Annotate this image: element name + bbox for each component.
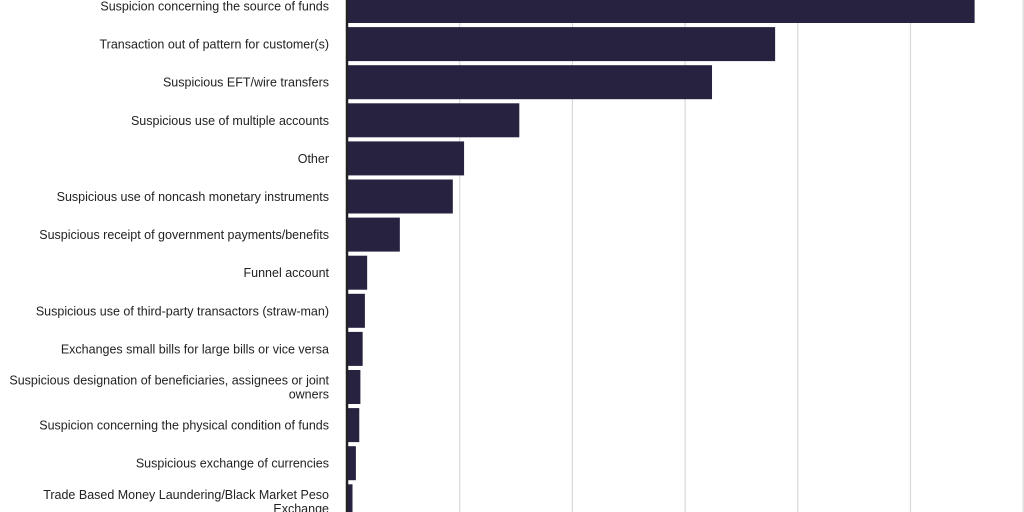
category-label-6: Suspicious receipt of government payment… — [39, 228, 329, 242]
category-label-line: Trade Based Money Laundering/Black Marke… — [43, 488, 329, 502]
bar-8 — [348, 293, 365, 328]
category-label-8: Suspicious use of third-party transactor… — [36, 304, 329, 318]
bar-2 — [348, 65, 713, 100]
bar-0 — [348, 0, 975, 23]
category-label-line: Suspicious use of multiple accounts — [131, 114, 329, 128]
bar-6 — [348, 217, 400, 252]
category-label-line: Suspicious exchange of currencies — [136, 457, 329, 471]
category-label-line: Suspicious use of third-party transactor… — [36, 304, 329, 318]
category-label-0: Suspicion concerning the source of funds — [100, 0, 329, 14]
bar-12 — [348, 446, 356, 481]
bar-1 — [348, 27, 776, 62]
category-label-10: Suspicious designation of beneficiaries,… — [9, 374, 329, 402]
category-labels: Suspicion concerning the source of funds… — [9, 0, 329, 512]
category-label-line: Suspicious receipt of government payment… — [39, 228, 329, 242]
category-label-line: Exchanges small bills for large bills or… — [61, 342, 329, 356]
category-label-line: Suspicion concerning the physical condit… — [39, 419, 329, 433]
category-label-line: Funnel account — [244, 266, 330, 280]
bar-3 — [348, 103, 520, 138]
category-label-line: Exchange — [273, 502, 329, 512]
category-label-5: Suspicious use of noncash monetary instr… — [57, 190, 329, 204]
bar-11 — [348, 408, 360, 443]
category-label-4: Other — [298, 152, 329, 166]
category-label-line: Suspicious EFT/wire transfers — [163, 76, 329, 90]
category-label-13: Trade Based Money Laundering/Black Marke… — [43, 488, 329, 512]
bars — [348, 0, 975, 512]
bar-4 — [348, 141, 465, 176]
category-label-9: Exchanges small bills for large bills or… — [61, 342, 329, 356]
category-label-7: Funnel account — [244, 266, 330, 280]
category-label-1: Transaction out of pattern for customer(… — [100, 38, 330, 52]
category-label-line: Transaction out of pattern for customer(… — [100, 38, 330, 52]
category-label-line: Suspicious designation of beneficiaries,… — [9, 374, 329, 388]
category-label-11: Suspicion concerning the physical condit… — [39, 419, 329, 433]
bar-7 — [348, 255, 368, 290]
bar-9 — [348, 331, 363, 366]
category-label-line: Suspicion concerning the source of funds — [100, 0, 329, 14]
category-label-3: Suspicious use of multiple accounts — [131, 114, 329, 128]
category-label-line: Other — [298, 152, 329, 166]
bar-5 — [348, 179, 453, 214]
category-label-2: Suspicious EFT/wire transfers — [163, 76, 329, 90]
category-label-line: Suspicious use of noncash monetary instr… — [57, 190, 329, 204]
category-label-12: Suspicious exchange of currencies — [136, 457, 329, 471]
category-label-line: owners — [289, 388, 329, 402]
bar-13 — [348, 484, 353, 512]
bar-10 — [348, 370, 361, 404]
